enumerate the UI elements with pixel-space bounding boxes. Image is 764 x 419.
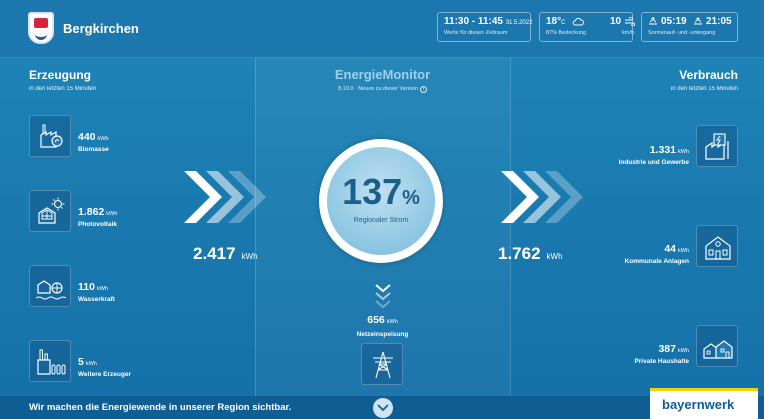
hydro-icon bbox=[35, 280, 67, 300]
sunset-time: 21:05 bbox=[706, 16, 732, 27]
town-crest-logo bbox=[28, 12, 54, 44]
wind-unit: km/h bbox=[622, 30, 634, 36]
houses-icon bbox=[703, 340, 733, 359]
biomass-tile bbox=[29, 115, 71, 157]
households-label: Private Haushalte bbox=[634, 358, 689, 365]
consumption-total: 1.762 kWh bbox=[498, 244, 563, 263]
chevron-down-icon bbox=[377, 404, 389, 412]
scroll-down-button[interactable] bbox=[373, 398, 393, 418]
temperature: 18° bbox=[546, 16, 562, 27]
divider-left bbox=[255, 58, 256, 396]
grid-tile bbox=[361, 343, 403, 385]
other-producers-label: Weitere Erzeuger bbox=[78, 371, 131, 378]
industry-value: 1.331 kWh bbox=[649, 144, 689, 156]
generation-flow-arrow-icon bbox=[184, 171, 266, 223]
hydro-tile bbox=[29, 265, 71, 307]
other-producers-tile bbox=[29, 340, 71, 382]
solar-tile bbox=[29, 190, 71, 232]
date: 31.5.2022 bbox=[505, 20, 533, 26]
sun-widget: 05:19 21:05 Sonnenauf- und -untergang bbox=[641, 12, 738, 42]
consumption-title: Verbrauch bbox=[679, 68, 738, 82]
wind-speed: 10 bbox=[610, 16, 622, 27]
version-info[interactable]: 8.10.0 · Neues zu dieser Version i bbox=[255, 86, 510, 93]
time-range: 11:30 - 11:45 bbox=[444, 16, 503, 27]
wind-icon bbox=[625, 17, 635, 26]
generation-title: Erzeugung bbox=[29, 68, 91, 82]
bayernwerk-logo: bayernwerk bbox=[650, 388, 758, 419]
townhall-icon bbox=[705, 236, 731, 260]
hydro-value: 110 kWh bbox=[78, 281, 108, 293]
consumption-flow-arrow-icon bbox=[501, 171, 583, 223]
time-note: Werte für diesen Zeitraum bbox=[444, 30, 508, 36]
sunrise-icon bbox=[649, 17, 657, 25]
cloud-cover: 87% Bedeckung bbox=[546, 30, 587, 36]
consumption-subtitle: in den letzten 15 Minuten bbox=[670, 86, 738, 92]
solar-icon bbox=[38, 197, 65, 224]
industry-tile bbox=[696, 125, 738, 167]
monitor-title: EnergieMonitor bbox=[334, 67, 431, 82]
biomass-label: Biomasse bbox=[78, 146, 109, 153]
temperature-unit: C bbox=[561, 20, 566, 26]
cloud-icon bbox=[572, 17, 584, 26]
feed-in-arrow-icon bbox=[375, 284, 391, 309]
regional-power-gauge: 137% Regionaler Strom bbox=[319, 139, 443, 263]
biomass-value: 440 kWh bbox=[78, 131, 109, 143]
solar-value: 1.862 kWh bbox=[78, 206, 118, 218]
sun-note: Sonnenauf- und -untergang bbox=[648, 30, 716, 36]
generation-total: 2.417 kWh bbox=[193, 244, 258, 263]
hydro-label: Wasserkraft bbox=[78, 296, 115, 303]
industry-label: Industrie und Gewerbe bbox=[618, 159, 689, 166]
generation-subtitle: in den letzten 15 Minuten bbox=[29, 86, 97, 92]
factory-icon bbox=[37, 349, 66, 375]
power-pylon-icon bbox=[373, 351, 393, 379]
footer-slogan: Wir machen die Energiewende in unserer R… bbox=[29, 402, 292, 413]
weather-widget: 18°C 10 87% Bedeckung km/h bbox=[539, 12, 635, 42]
divider-right bbox=[510, 58, 511, 396]
regional-percent: 137% bbox=[342, 171, 420, 212]
municipal-value: 44 kWh bbox=[664, 243, 689, 255]
industry-icon bbox=[705, 133, 729, 160]
top-bar: Bergkirchen 11:30 - 11:45 31.5.2022 Wert… bbox=[0, 0, 764, 58]
municipal-tile bbox=[696, 225, 738, 267]
municipal-label: Kommunale Anlagen bbox=[624, 258, 689, 265]
sunset-icon bbox=[694, 17, 702, 25]
sunrise-time: 05:19 bbox=[661, 16, 687, 27]
households-tile bbox=[696, 325, 738, 367]
biomass-icon bbox=[40, 124, 63, 148]
time-range-widget: 11:30 - 11:45 31.5.2022 Werte für diesen… bbox=[437, 12, 533, 42]
solar-label: Photovoltaik bbox=[78, 221, 118, 228]
households-value: 387 kWh bbox=[658, 343, 689, 355]
regional-percent-label: Regionaler Strom bbox=[353, 217, 409, 224]
feed-in-value: 656 kWh bbox=[367, 314, 398, 326]
footer-bar: Wir machen die Energiewende in unserer R… bbox=[0, 396, 764, 419]
info-icon[interactable]: i bbox=[419, 86, 427, 93]
other-producers-value: 5 kWh bbox=[78, 356, 97, 368]
town-name: Bergkirchen bbox=[63, 21, 139, 36]
feed-in-label: Netzeinspeisung bbox=[356, 331, 409, 338]
